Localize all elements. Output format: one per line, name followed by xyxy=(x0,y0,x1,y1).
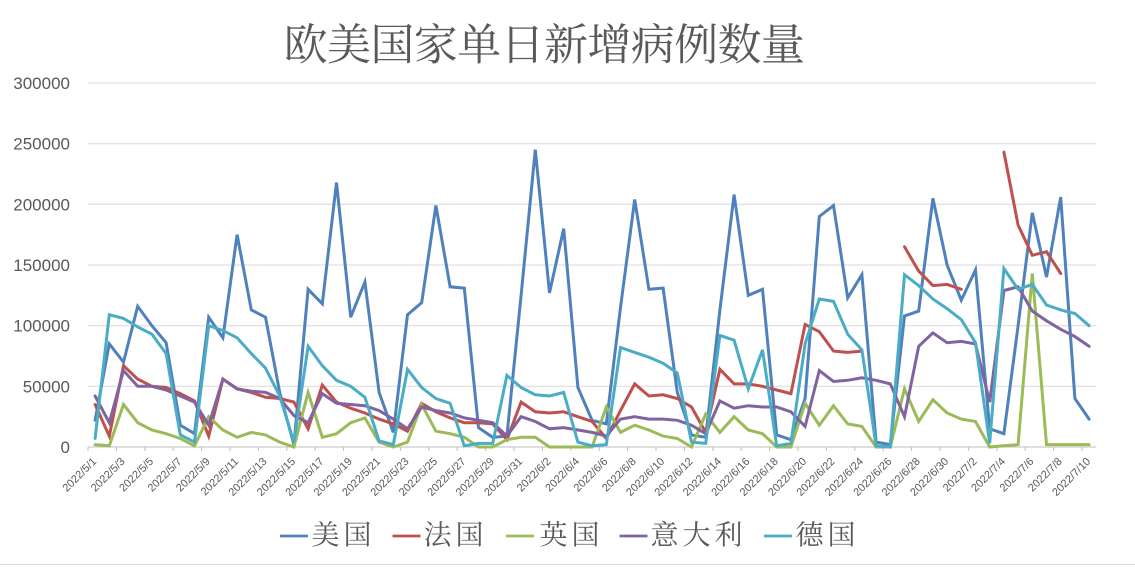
svg-text:150000: 150000 xyxy=(13,256,70,275)
svg-text:300000: 300000 xyxy=(13,74,70,93)
svg-text:200000: 200000 xyxy=(13,195,70,214)
svg-text:100000: 100000 xyxy=(13,317,70,336)
svg-text:0: 0 xyxy=(61,438,70,457)
svg-text:250000: 250000 xyxy=(13,135,70,154)
svg-text:50000: 50000 xyxy=(23,377,70,396)
